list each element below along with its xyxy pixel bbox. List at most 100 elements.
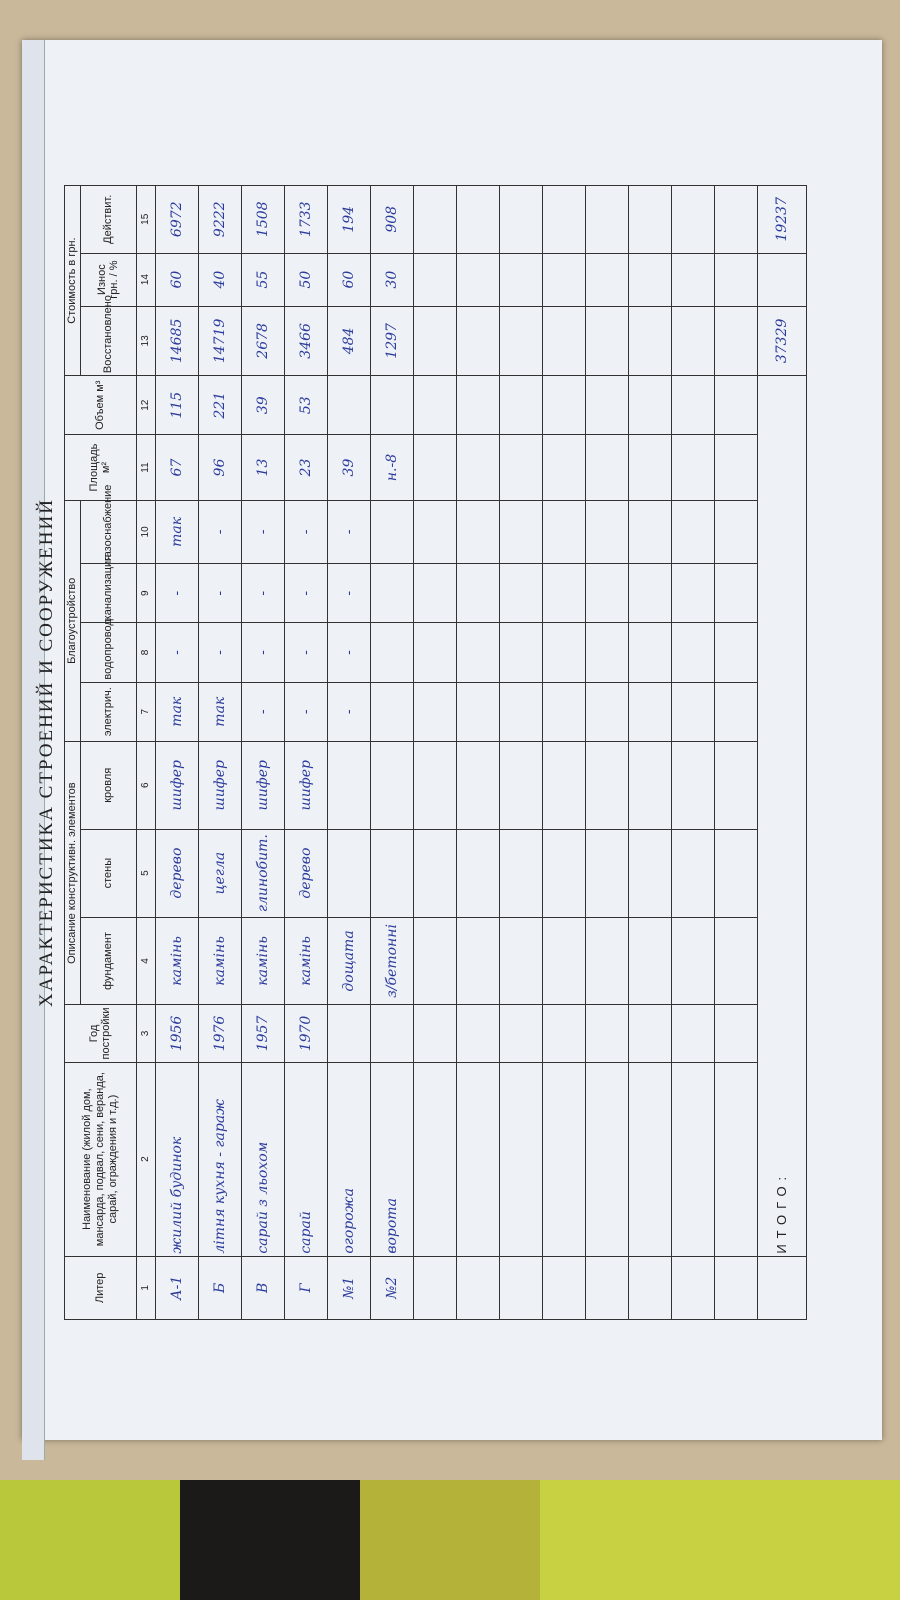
empty-cell bbox=[714, 829, 758, 918]
empty-row bbox=[628, 185, 672, 1320]
empty-cell bbox=[456, 434, 500, 501]
table-cell: н.-8 bbox=[370, 434, 414, 501]
empty-cell bbox=[585, 500, 629, 564]
table-cell: В bbox=[241, 1256, 285, 1320]
header-group: Стоимость в грн. bbox=[64, 185, 81, 376]
header-cell: Объем м³ bbox=[64, 375, 137, 435]
table-cell: камінь bbox=[198, 917, 242, 1005]
empty-row bbox=[456, 185, 500, 1320]
column-number: 10 bbox=[136, 500, 156, 564]
table-cell: 1976 bbox=[198, 1004, 242, 1063]
table-cell bbox=[370, 682, 414, 742]
header-cell: электрич. bbox=[80, 682, 137, 742]
empty-cell bbox=[456, 682, 500, 742]
header-cell: газоснабжение bbox=[80, 485, 137, 564]
column-number: 1 bbox=[136, 1256, 156, 1320]
empty-cell bbox=[628, 563, 672, 623]
table-cell: шифер bbox=[155, 741, 199, 830]
empty-cell bbox=[456, 253, 500, 307]
header-group: Благоустройство bbox=[64, 500, 81, 742]
empty-cell bbox=[628, 1062, 672, 1257]
header-cell: канализация bbox=[80, 555, 137, 623]
empty-cell bbox=[542, 253, 586, 307]
table-cell bbox=[327, 1004, 371, 1063]
table-cell: 50 bbox=[284, 253, 328, 307]
form: ХАРАКТЕРИСТИКА СТРОЕНИЙ И СООРУЖЕНИЙ Лит… bbox=[30, 185, 830, 1320]
table-cell: дощата bbox=[327, 917, 371, 1005]
empty-cell bbox=[499, 829, 543, 918]
empty-cell bbox=[585, 682, 629, 742]
table-cell: 2678 bbox=[241, 306, 285, 376]
empty-cell bbox=[628, 741, 672, 830]
empty-row bbox=[413, 185, 457, 1320]
table-cell: камінь bbox=[284, 917, 328, 1005]
empty-cell bbox=[542, 185, 586, 254]
total-row: ИТОГО: 37329 19237 bbox=[757, 185, 807, 1320]
column-number: 15 bbox=[136, 185, 156, 254]
table-cell: дерево bbox=[284, 829, 328, 918]
table-cell: 60 bbox=[327, 253, 371, 307]
table-cell: 1733 bbox=[284, 185, 328, 254]
table-row: А-1 жилий будинок 1956 камінь дерево шифер так… bbox=[155, 185, 199, 1320]
table-cell: камінь bbox=[155, 917, 199, 1005]
empty-cell bbox=[628, 253, 672, 307]
empty-cell bbox=[413, 306, 457, 376]
paper bbox=[22, 40, 882, 1460]
table-cell: 9222 bbox=[198, 185, 242, 254]
empty-cell bbox=[585, 563, 629, 623]
empty-cell bbox=[671, 1256, 715, 1320]
table-cell bbox=[327, 741, 371, 830]
table-cell: цегла bbox=[198, 829, 242, 918]
empty-cell bbox=[542, 563, 586, 623]
empty-cell bbox=[585, 306, 629, 376]
empty-cell bbox=[671, 741, 715, 830]
table-cell: ворота bbox=[370, 1062, 414, 1257]
table-cell: - bbox=[241, 622, 285, 683]
empty-cell bbox=[413, 682, 457, 742]
header-cell: Литер bbox=[64, 1256, 137, 1320]
table-cell: - bbox=[241, 500, 285, 564]
column-number: 7 bbox=[136, 682, 156, 742]
table-cell: 67 bbox=[155, 434, 199, 501]
table-body: А-1 жилий будинок 1956 камінь дерево шифер так… bbox=[155, 185, 807, 1320]
table-row: №2 ворота з/бетонні н.-8 1297 30 908 bbox=[370, 185, 414, 1320]
empty-cell bbox=[671, 622, 715, 683]
empty-cell bbox=[628, 829, 672, 918]
empty-cell bbox=[542, 741, 586, 830]
empty-row bbox=[671, 185, 715, 1320]
empty-cell bbox=[456, 306, 500, 376]
empty-cell bbox=[714, 306, 758, 376]
empty-cell bbox=[585, 917, 629, 1005]
table-cell: Г bbox=[284, 1256, 328, 1320]
table-cell: - bbox=[284, 500, 328, 564]
table-cell: шифер bbox=[198, 741, 242, 830]
empty-cell bbox=[499, 563, 543, 623]
empty-cell bbox=[671, 563, 715, 623]
table-cell: шифер bbox=[241, 741, 285, 830]
empty-cell bbox=[542, 434, 586, 501]
table-cell: А-1 bbox=[155, 1256, 199, 1320]
table-cell: 55 bbox=[241, 253, 285, 307]
table-cell: 3466 bbox=[284, 306, 328, 376]
table-cell: - bbox=[198, 500, 242, 564]
book-edge bbox=[22, 40, 45, 1460]
empty-cell bbox=[413, 741, 457, 830]
empty-cell bbox=[542, 1004, 586, 1063]
empty-cell bbox=[671, 306, 715, 376]
empty-cell bbox=[671, 253, 715, 307]
empty-cell bbox=[499, 500, 543, 564]
table-cell: 96 bbox=[198, 434, 242, 501]
empty-cell bbox=[413, 829, 457, 918]
empty-cell bbox=[671, 829, 715, 918]
empty-cell bbox=[499, 622, 543, 683]
empty-cell bbox=[456, 1004, 500, 1063]
empty-cell bbox=[413, 185, 457, 254]
empty-cell bbox=[456, 917, 500, 1005]
empty-cell bbox=[671, 375, 715, 435]
table-cell: 1956 bbox=[155, 1004, 199, 1063]
empty-cell bbox=[542, 1256, 586, 1320]
